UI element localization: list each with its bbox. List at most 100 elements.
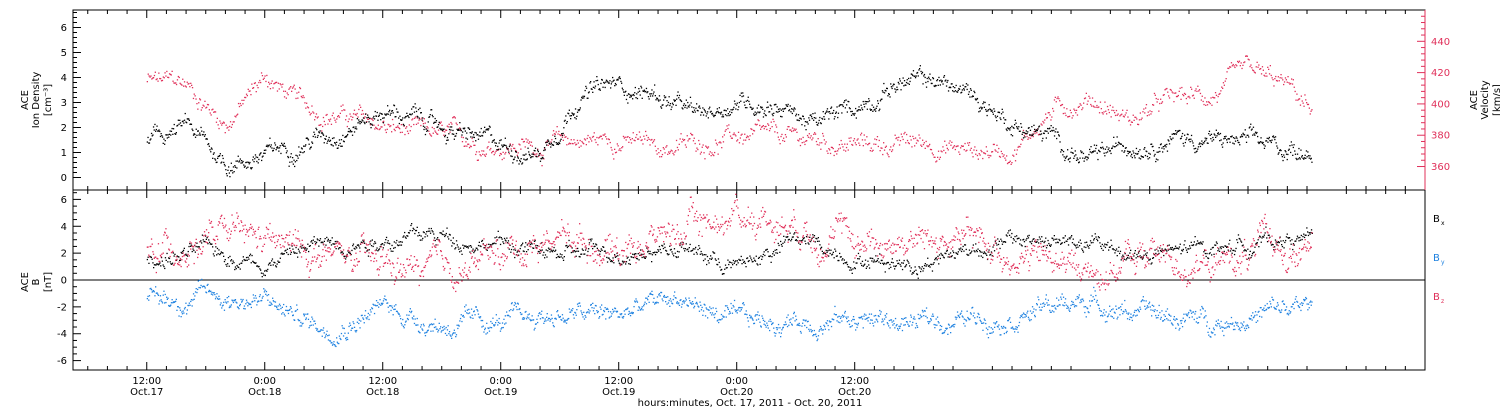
by-series-point [1216,325,1217,326]
density-series-point [809,120,810,121]
by-series-point [1155,315,1156,316]
velocity-series-point [344,110,345,111]
velocity-series-point [946,145,947,146]
velocity-series-point [742,143,743,144]
by-series-point [932,314,933,315]
velocity-series-point [699,144,700,145]
velocity-series-point [393,124,394,125]
by-series-point [432,330,433,331]
velocity-series-point [1280,77,1281,78]
by-series-point [278,305,279,306]
by-series-point [181,316,182,317]
velocity-series-point [932,153,933,154]
density-series-point [317,137,318,138]
velocity-series-point [164,77,165,78]
velocity-series-point [162,80,163,81]
velocity-series-point [1064,107,1065,108]
density-series-point [1221,144,1222,145]
by-series-point [451,338,452,339]
by-series-point [812,330,813,331]
velocity-series-point [482,154,483,155]
by-series-point [529,313,530,314]
velocity-series-point [514,148,515,149]
density-series-point [665,97,666,98]
velocity-series-point [1080,105,1081,106]
by-series-point [613,311,614,312]
velocity-series-point [695,151,696,152]
by-series-point [912,322,913,323]
density-series-point [1105,149,1106,150]
by-series-point [770,319,771,320]
density-series-point [1263,144,1264,145]
velocity-series-point [221,124,222,125]
velocity-series-point [574,142,575,143]
density-series-point [1104,155,1105,156]
density-series-point [953,86,954,87]
by-series-point [267,295,268,296]
density-series-point [283,146,284,147]
by-series-point [301,325,302,326]
density-series-point [348,128,349,129]
density-series-point [575,108,576,109]
velocity-series-point [995,151,996,152]
density-series-point [1185,139,1186,140]
by-series-point [847,321,848,322]
density-series-point [1246,142,1247,143]
density-series-point [1110,150,1111,151]
density-series-point [466,132,467,133]
velocity-series-point [1224,85,1225,86]
velocity-series-point [745,140,746,141]
by-series-point [591,304,592,305]
density-series-point [1167,151,1168,152]
density-series-point [602,87,603,88]
density-series-point [149,142,150,143]
density-series-point [884,92,885,93]
by-series-point [784,324,785,325]
by-series-point [1185,320,1186,321]
by-series-point [759,315,760,316]
density-series-point [448,139,449,140]
by-series-point [792,317,793,318]
density-series-point [1088,154,1089,155]
density-series-point [492,142,493,143]
velocity-series-point [1057,96,1058,97]
density-series-point [878,110,879,111]
velocity-series-point [1079,106,1080,107]
density-series-point [846,104,847,105]
velocity-series-point [518,152,519,153]
density-series-point [592,92,593,93]
velocity-series-point [973,149,974,150]
by-series-point [394,305,395,306]
velocity-series-point [749,135,750,136]
by-series-point [192,305,193,306]
density-series-point [1042,140,1043,141]
density-series-point [1199,144,1200,145]
by-series-point [269,305,270,306]
by-series-point [358,323,359,324]
by-series-point [913,318,914,319]
density-series-point [474,137,475,138]
by-series-point [899,328,900,329]
density-series-point [585,86,586,87]
density-series-point [814,117,815,118]
velocity-series-point [804,144,805,145]
density-series-point [448,133,449,134]
density-series-point [764,110,765,111]
density-series-point [870,109,871,110]
density-series-point [697,110,698,111]
density-series-point [1166,144,1167,145]
by-series-point [646,303,647,304]
density-series-point [1183,143,1184,144]
velocity-series-point [449,132,450,133]
by-series-point [1175,328,1176,329]
by-series-point [1062,293,1063,294]
density-series-point [874,109,875,110]
by-series-point [746,314,747,315]
velocity-series-point [595,139,596,140]
density-series-point [253,156,254,157]
density-series-point [876,108,877,109]
velocity-series-point [1190,87,1191,88]
density-series-point [962,85,963,86]
velocity-series-point [880,150,881,151]
by-series-point [263,288,264,289]
